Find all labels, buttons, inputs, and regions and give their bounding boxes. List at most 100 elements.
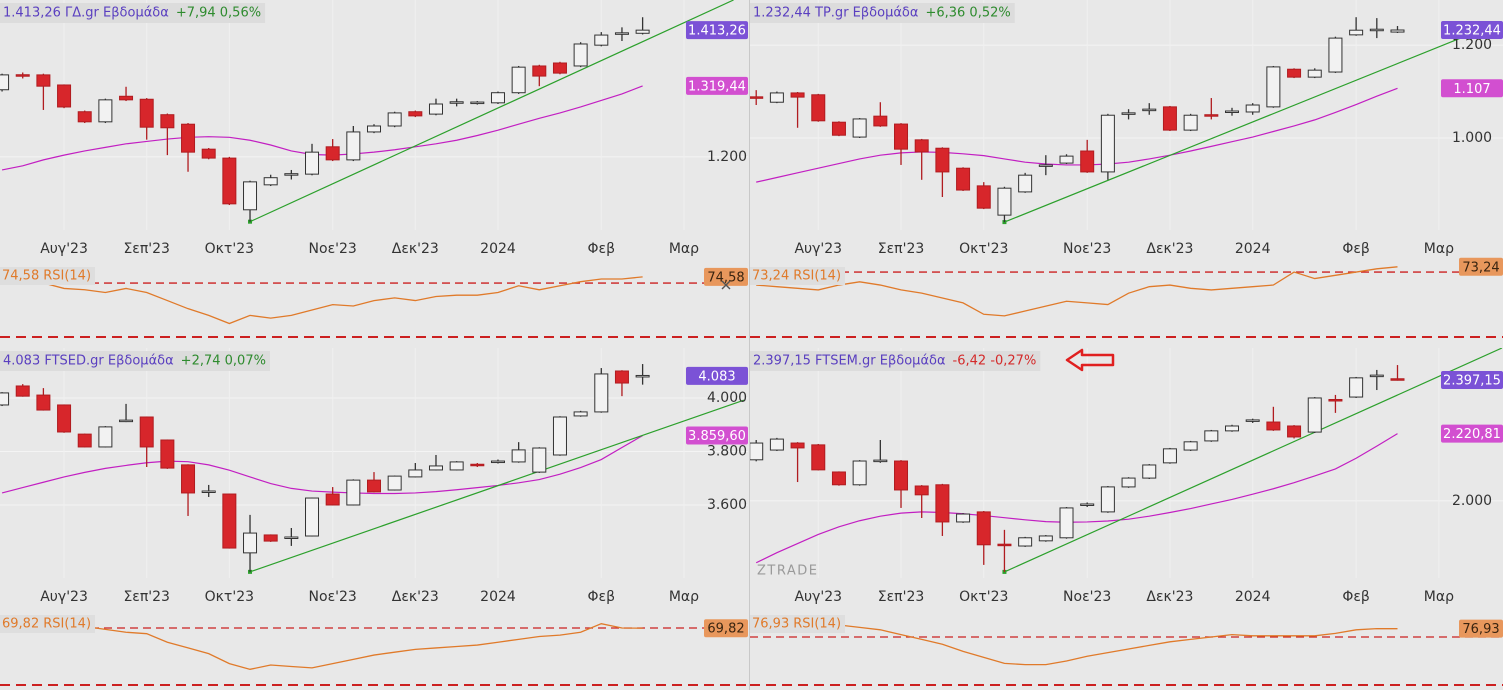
ma-value-label: 1.107 bbox=[1453, 82, 1490, 97]
candle-body bbox=[470, 463, 485, 467]
candle-body bbox=[769, 438, 784, 451]
candle-body bbox=[1018, 174, 1033, 193]
candle-body bbox=[98, 426, 113, 448]
x-tick-label: Σεπ'23 bbox=[123, 589, 170, 605]
close-value-label-box bbox=[1441, 20, 1503, 39]
rsi-title-bg bbox=[750, 267, 846, 285]
candle-body bbox=[15, 385, 30, 397]
candle-body bbox=[935, 484, 950, 523]
close-icon-stroke bbox=[721, 280, 731, 290]
change-label: +2,74 0,07% bbox=[181, 354, 266, 369]
ma-value-label-box bbox=[686, 426, 748, 445]
y-tick-label: 1.200 bbox=[707, 149, 747, 165]
candle-body bbox=[1307, 69, 1322, 78]
candle-body bbox=[119, 95, 134, 101]
candle-body bbox=[0, 74, 10, 91]
title-bg bbox=[0, 3, 266, 23]
candle-body bbox=[1349, 377, 1364, 398]
close-value-label-box bbox=[1441, 370, 1503, 389]
rsi-value-label: 73,24 bbox=[1462, 260, 1499, 275]
close-value-label: 1.232,44 bbox=[1443, 23, 1501, 38]
trendline bbox=[249, 0, 734, 223]
candle-body bbox=[1100, 114, 1115, 173]
x-tick-label: Φεβ bbox=[1342, 241, 1370, 257]
candle-body bbox=[1183, 114, 1198, 131]
y-tick-label: 3.800 bbox=[707, 444, 747, 460]
candle-body bbox=[15, 74, 30, 77]
price-panel bbox=[0, 0, 748, 230]
candle-body bbox=[263, 534, 278, 542]
candle-body bbox=[1287, 68, 1302, 78]
candle-body bbox=[243, 181, 258, 211]
candle-body bbox=[1121, 112, 1136, 115]
candle-body bbox=[811, 94, 826, 122]
close-icon[interactable] bbox=[721, 280, 731, 290]
candle-body bbox=[635, 374, 650, 378]
candle-body bbox=[305, 497, 320, 537]
candle-body bbox=[1349, 29, 1364, 36]
candle-body bbox=[367, 479, 381, 493]
x-tick-label: Μαρ bbox=[1424, 241, 1454, 257]
rsi-value-label: 76,93 bbox=[1462, 622, 1499, 637]
rsi-title-bg bbox=[0, 267, 96, 285]
x-tick-label: Οκτ'23 bbox=[205, 589, 254, 605]
candle-body bbox=[201, 148, 216, 159]
candle-body bbox=[1266, 421, 1281, 431]
x-tick-label: Μαρ bbox=[669, 241, 699, 257]
chart-title: 1.413,26 ΓΔ.gr Εβδομάδα bbox=[3, 6, 169, 21]
x-tick-label: Αυγ'23 bbox=[794, 589, 842, 605]
candle-body bbox=[635, 29, 650, 34]
candle-body bbox=[325, 146, 340, 161]
rsi-value-label: 69,82 bbox=[707, 622, 744, 637]
candle-body bbox=[1390, 29, 1405, 33]
change-label: +7,94 0,56% bbox=[176, 6, 261, 21]
candle-body bbox=[449, 101, 464, 104]
x-tick-label: Σεπ'23 bbox=[878, 241, 925, 257]
candle-body bbox=[1142, 464, 1157, 479]
candle-body bbox=[367, 125, 381, 133]
x-tick-label: Μαρ bbox=[669, 589, 699, 605]
chart-title: 1.232,44 ΤΡ.gr Εβδομάδα bbox=[753, 6, 918, 21]
candle-body bbox=[201, 490, 216, 493]
x-tick-label: Αυγ'23 bbox=[40, 241, 88, 257]
trendline bbox=[249, 399, 745, 573]
candle-body bbox=[594, 373, 609, 413]
change-label: -6,42 -0,27% bbox=[953, 354, 1037, 369]
candle-body bbox=[387, 112, 402, 127]
candle-body bbox=[976, 185, 991, 209]
candle-body bbox=[914, 485, 929, 496]
rsi-value-box bbox=[1459, 619, 1503, 638]
x-tick-label: Φεβ bbox=[1342, 589, 1370, 605]
rsi-value-box bbox=[704, 619, 748, 638]
candle-body bbox=[57, 84, 72, 108]
candle-body bbox=[976, 511, 991, 546]
x-tick-label: Οκτ'23 bbox=[959, 241, 1008, 257]
candle-body bbox=[790, 442, 805, 449]
x-tick-label: 2024 bbox=[1235, 589, 1271, 605]
candle-body bbox=[1100, 486, 1115, 513]
rsi-legend-name: RSI(14) bbox=[43, 617, 91, 632]
candle-body bbox=[997, 543, 1012, 547]
arrow-annotation bbox=[1065, 348, 1115, 372]
candle-body bbox=[852, 118, 867, 138]
candle-body bbox=[750, 442, 764, 461]
ma-value-label-box bbox=[1441, 424, 1503, 443]
rsi-title-bg bbox=[0, 615, 96, 633]
candle-body bbox=[160, 114, 175, 129]
moving-average bbox=[1, 85, 643, 171]
candle-body bbox=[181, 464, 196, 494]
x-tick-label: Σεπ'23 bbox=[878, 589, 925, 605]
candle-body bbox=[36, 74, 51, 87]
candle-body bbox=[160, 439, 175, 469]
candle-body bbox=[1204, 430, 1219, 442]
candle-body bbox=[914, 139, 929, 153]
candle-body bbox=[263, 177, 278, 186]
candle-body bbox=[1038, 164, 1053, 167]
candle-body bbox=[614, 32, 629, 35]
candle-body bbox=[139, 98, 154, 128]
x-tick-label: Μαρ bbox=[1424, 589, 1454, 605]
candle-body bbox=[750, 96, 764, 99]
x-tick-label: Νοε'23 bbox=[1063, 589, 1111, 605]
candle-body bbox=[222, 157, 237, 205]
